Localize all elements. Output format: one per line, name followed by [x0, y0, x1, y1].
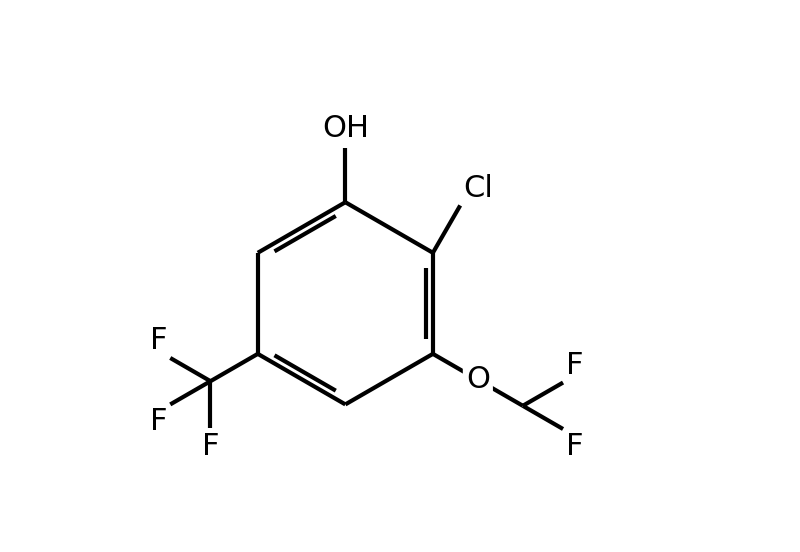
Text: Cl: Cl — [463, 174, 493, 203]
Text: O: O — [466, 365, 490, 394]
Text: F: F — [566, 351, 583, 380]
Text: F: F — [150, 407, 167, 436]
Text: F: F — [202, 432, 219, 461]
Text: F: F — [150, 326, 167, 355]
Text: F: F — [566, 432, 583, 461]
Text: OH: OH — [322, 114, 369, 143]
